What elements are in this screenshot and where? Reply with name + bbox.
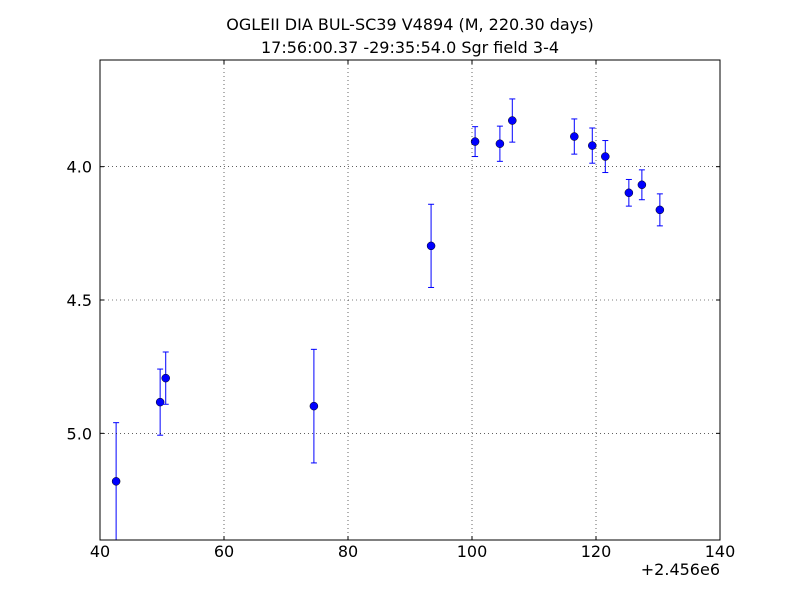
x-tick-label: 80 (338, 542, 358, 561)
x-tick-label: 60 (214, 542, 234, 561)
data-point (655, 205, 665, 215)
data-point (161, 373, 170, 383)
data-point (111, 477, 121, 486)
chart-subtitle: 17:56:00.37 -29:35:54.0 Sgr field 3-4 (261, 38, 559, 57)
y-tick-label: 5.0 (67, 424, 92, 443)
x-tick-label: 140 (705, 542, 736, 561)
data-point (426, 241, 436, 251)
data-point (470, 137, 480, 146)
y-tick-label: 4.5 (67, 291, 92, 310)
data-point (508, 116, 517, 125)
x-offset-label: +2.456e6 (641, 560, 720, 579)
y-tick-label: 4.0 (67, 158, 92, 177)
data-point (570, 132, 579, 141)
data-point (588, 141, 597, 150)
data-point (624, 188, 634, 198)
data-point (601, 152, 610, 161)
chart-title: OGLEII DIA BUL-SC39 V4894 (M, 220.30 day… (226, 15, 594, 34)
data-point (637, 180, 647, 190)
x-tick-label: 120 (581, 542, 612, 561)
x-tick-label: 40 (90, 542, 110, 561)
data-point (309, 401, 319, 411)
x-tick-label: 100 (457, 542, 488, 561)
plot-area (111, 98, 665, 540)
data-point (155, 397, 165, 407)
data-point (495, 139, 505, 148)
